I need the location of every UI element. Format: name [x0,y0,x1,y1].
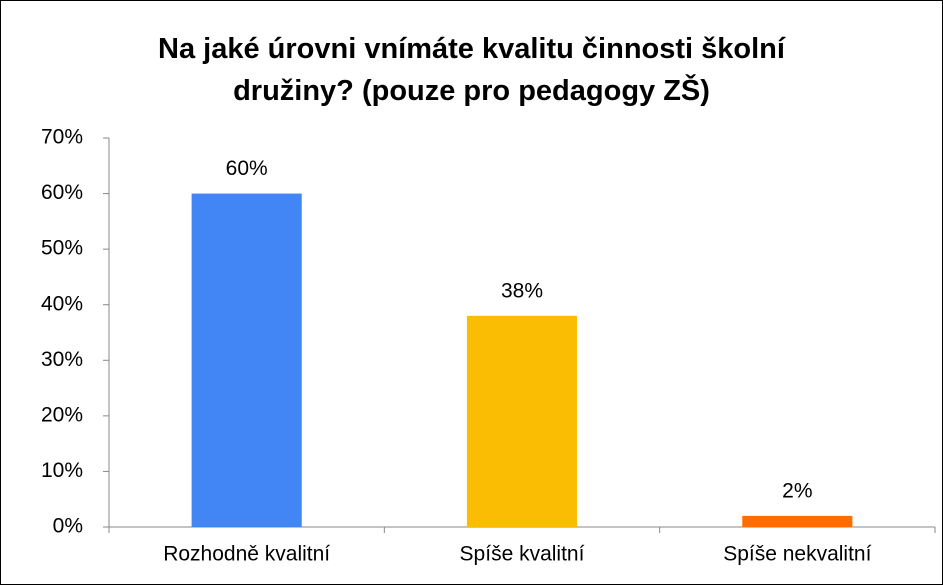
x-tick-label: Spíše nekvalitní [723,543,871,566]
y-tick-label: 20% [41,403,83,426]
y-tick-label: 30% [41,348,83,371]
x-tick-label: Spíše kvalitní [460,543,585,566]
data-label: 2% [782,479,812,502]
chart-title: Na jaké úrovni vnímáte kvalitu činnosti … [158,33,785,107]
y-tick-label: 0% [53,515,83,538]
y-tick-label: 50% [41,237,83,260]
y-tick-label: 60% [41,181,83,204]
y-tick-label: 70% [41,126,83,149]
y-tick-label: 10% [41,459,83,482]
bar [191,193,302,528]
x-tick-label: Rozhodně kvalitní [163,543,330,566]
bar [466,315,578,527]
data-label: 60% [226,157,268,180]
bar [742,515,853,527]
data-label: 38% [501,279,543,302]
y-tick-label: 40% [41,292,83,315]
